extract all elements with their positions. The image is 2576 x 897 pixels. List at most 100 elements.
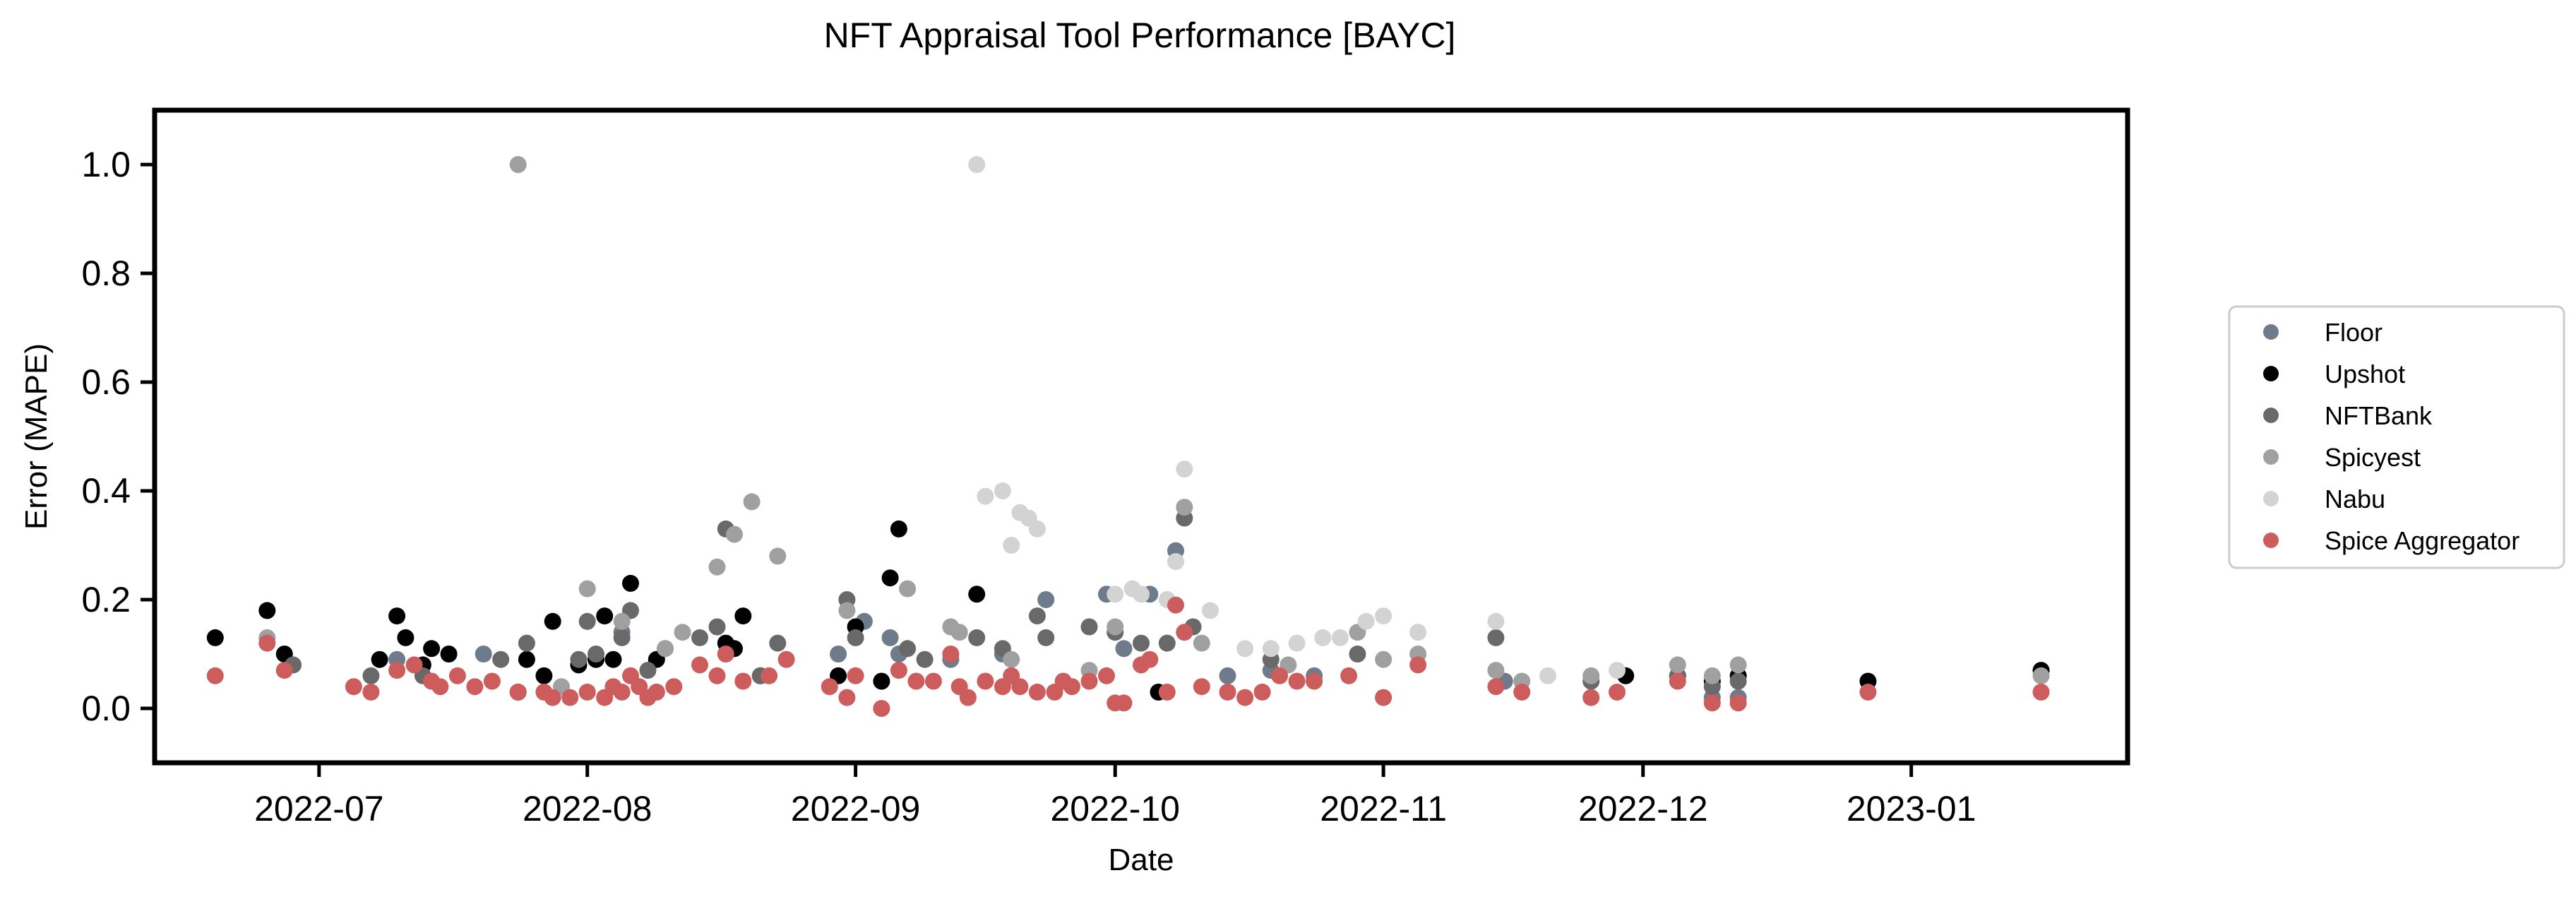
data-point-nftbank bbox=[570, 651, 588, 668]
legend: Floor Upshot NFTBank Spicyest Nabu Spice Aggr… bbox=[2228, 305, 2565, 569]
data-point-nftbank bbox=[492, 651, 510, 668]
data-point-spice-aggregator bbox=[977, 672, 994, 690]
data-point-spice-aggregator bbox=[1176, 624, 1193, 641]
legend-marker bbox=[2263, 408, 2279, 423]
legend-marker bbox=[2263, 533, 2279, 548]
data-point-upshot bbox=[890, 520, 907, 537]
data-point-spice-aggregator bbox=[1167, 596, 1184, 614]
legend-label: Spice Aggregator bbox=[2325, 526, 2520, 555]
data-point-spice-aggregator bbox=[1288, 672, 1306, 690]
chart-title: NFT Appraisal Tool Performance [BAYC] bbox=[824, 16, 1456, 55]
x-tick-label: 2022-08 bbox=[523, 789, 652, 828]
data-point-upshot bbox=[388, 607, 406, 625]
data-point-nabu bbox=[1331, 629, 1349, 646]
data-point-spice-aggregator bbox=[1115, 694, 1133, 712]
data-point-spice-aggregator bbox=[1098, 667, 1115, 684]
data-point-nabu bbox=[1357, 612, 1375, 630]
data-point-upshot bbox=[881, 569, 899, 587]
data-point-spice-aggregator bbox=[448, 667, 466, 684]
x-axis-label: Date bbox=[1109, 843, 1174, 877]
data-point-upshot bbox=[206, 629, 224, 646]
data-point-spice-aggregator bbox=[1219, 683, 1236, 701]
data-point-upshot bbox=[604, 651, 622, 668]
data-point-spice-aggregator bbox=[578, 683, 596, 701]
data-point-spice-aggregator bbox=[1011, 678, 1029, 696]
y-axis-label: Error (MAPE) bbox=[19, 343, 54, 530]
x-tick-label: 2022-12 bbox=[1578, 789, 1708, 828]
y-axis-ticks: 0.0 0.2 0.4 0.6 0.8 1.0 bbox=[81, 145, 155, 728]
data-point-spicyest bbox=[769, 547, 787, 565]
data-point-spicyest bbox=[838, 602, 856, 619]
data-point-spice-aggregator bbox=[431, 678, 449, 696]
data-point-nabu bbox=[1314, 629, 1332, 646]
data-point-nftbank bbox=[708, 618, 726, 636]
legend-label: NFTBank bbox=[2325, 401, 2433, 430]
data-point-spice-aggregator bbox=[847, 667, 864, 684]
data-point-nabu bbox=[1167, 553, 1184, 571]
legend-label: Nabu bbox=[2325, 485, 2385, 513]
data-point-spice-aggregator bbox=[1609, 683, 1626, 701]
data-point-spicyest bbox=[708, 558, 726, 576]
data-point-upshot bbox=[258, 602, 276, 619]
data-point-nabu bbox=[1202, 602, 1219, 619]
data-point-spice-aggregator bbox=[1409, 656, 1427, 674]
y-tick-label: 0.8 bbox=[81, 254, 131, 293]
data-point-spice-aggregator bbox=[509, 683, 527, 701]
x-axis-ticks: 2022-07 2022-08 2022-09 2022-10 2022-11 2022-… bbox=[254, 763, 1976, 828]
data-point-floor bbox=[1115, 640, 1133, 658]
data-point-spicyest bbox=[726, 525, 743, 543]
data-point-floor bbox=[1219, 667, 1236, 684]
data-point-spice-aggregator bbox=[1028, 683, 1046, 701]
data-point-nabu bbox=[1028, 520, 1046, 537]
data-point-spice-aggregator bbox=[1859, 683, 1877, 701]
data-point-spice-aggregator bbox=[907, 672, 925, 690]
data-point-nabu bbox=[1487, 612, 1505, 630]
data-point-nftbank bbox=[1729, 672, 1747, 690]
data-point-spice-aggregator bbox=[1193, 678, 1210, 696]
y-tick-label: 0.0 bbox=[81, 689, 131, 728]
data-point-spicyest bbox=[613, 612, 631, 630]
data-point-spicyest bbox=[1193, 634, 1210, 652]
data-point-spicyest bbox=[674, 624, 691, 641]
data-point-nabu bbox=[1176, 461, 1193, 478]
legend-box bbox=[2228, 305, 2565, 569]
data-point-nftbank bbox=[1158, 634, 1176, 652]
data-point-spicyest bbox=[657, 640, 674, 658]
data-point-nabu bbox=[968, 156, 986, 173]
data-point-spice-aggregator bbox=[777, 651, 795, 668]
data-point-spicyest bbox=[743, 493, 761, 511]
legend-label: Floor bbox=[2325, 318, 2383, 347]
data-point-spice-aggregator bbox=[924, 672, 942, 690]
data-point-spice-aggregator bbox=[1582, 689, 1600, 706]
legend-marker bbox=[2263, 324, 2279, 340]
data-point-spicyest bbox=[950, 624, 968, 641]
data-point-nabu bbox=[994, 482, 1011, 499]
data-point-floor bbox=[830, 646, 847, 663]
data-point-spicyest bbox=[1487, 662, 1505, 679]
data-point-nftbank bbox=[1028, 607, 1046, 625]
data-point-floor bbox=[475, 646, 492, 663]
scatter-points bbox=[206, 156, 2050, 717]
data-point-spice-aggregator bbox=[873, 700, 890, 717]
data-point-floor bbox=[1037, 591, 1055, 608]
data-point-spice-aggregator bbox=[942, 646, 960, 663]
data-point-nftbank bbox=[691, 629, 708, 646]
data-point-spice-aggregator bbox=[362, 683, 380, 701]
data-point-upshot bbox=[968, 586, 986, 603]
data-point-nabu bbox=[977, 487, 994, 505]
data-point-nftbank bbox=[1080, 618, 1098, 636]
data-point-nabu bbox=[1409, 624, 1427, 641]
data-point-spice-aggregator bbox=[1158, 683, 1176, 701]
data-point-upshot bbox=[423, 640, 441, 658]
data-point-spice-aggregator bbox=[717, 646, 734, 663]
data-point-spice-aggregator bbox=[1375, 689, 1393, 706]
x-tick-label: 2022-11 bbox=[1320, 789, 1447, 828]
data-point-spice-aggregator bbox=[1487, 678, 1505, 696]
data-point-spice-aggregator bbox=[1236, 689, 1254, 706]
data-point-spice-aggregator bbox=[405, 656, 423, 674]
data-point-spice-aggregator bbox=[691, 656, 708, 674]
data-point-nftbank bbox=[968, 629, 986, 646]
data-point-nftbank bbox=[1487, 629, 1505, 646]
data-point-nftbank bbox=[899, 640, 917, 658]
data-point-spice-aggregator bbox=[206, 667, 224, 684]
